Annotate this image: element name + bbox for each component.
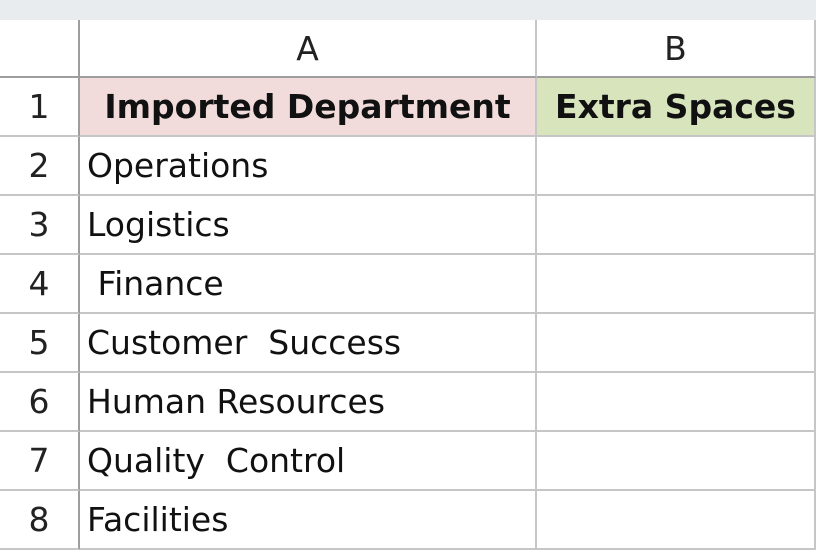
header-cell[interactable]: Extra Spaces [537,78,816,137]
cell[interactable] [537,255,816,314]
row-number[interactable]: 4 [0,255,80,314]
row-number[interactable]: 8 [0,491,80,550]
column-header[interactable]: B [537,20,816,78]
cell[interactable] [537,373,816,432]
toolbar-strip [0,0,816,20]
column-header[interactable]: A [80,20,537,78]
cell[interactable]: Operations [80,137,537,196]
cell[interactable]: Human Resources [80,373,537,432]
cell[interactable] [537,137,816,196]
cell[interactable]: Finance [80,255,537,314]
row-number[interactable]: 3 [0,196,80,255]
row-number[interactable]: 5 [0,314,80,373]
row-number[interactable]: 7 [0,432,80,491]
cell[interactable]: Customer Success [80,314,537,373]
cell[interactable]: Quality Control [80,432,537,491]
header-cell[interactable]: Imported Department [80,78,537,137]
cell[interactable] [537,491,816,550]
cell[interactable] [537,314,816,373]
cell[interactable] [537,432,816,491]
row-number[interactable]: 6 [0,373,80,432]
row-number[interactable]: 1 [0,78,80,137]
cell[interactable]: Logistics [80,196,537,255]
select-all[interactable] [0,20,80,78]
cell[interactable] [537,196,816,255]
row-number[interactable]: 2 [0,137,80,196]
cell[interactable]: Facilities [80,491,537,550]
